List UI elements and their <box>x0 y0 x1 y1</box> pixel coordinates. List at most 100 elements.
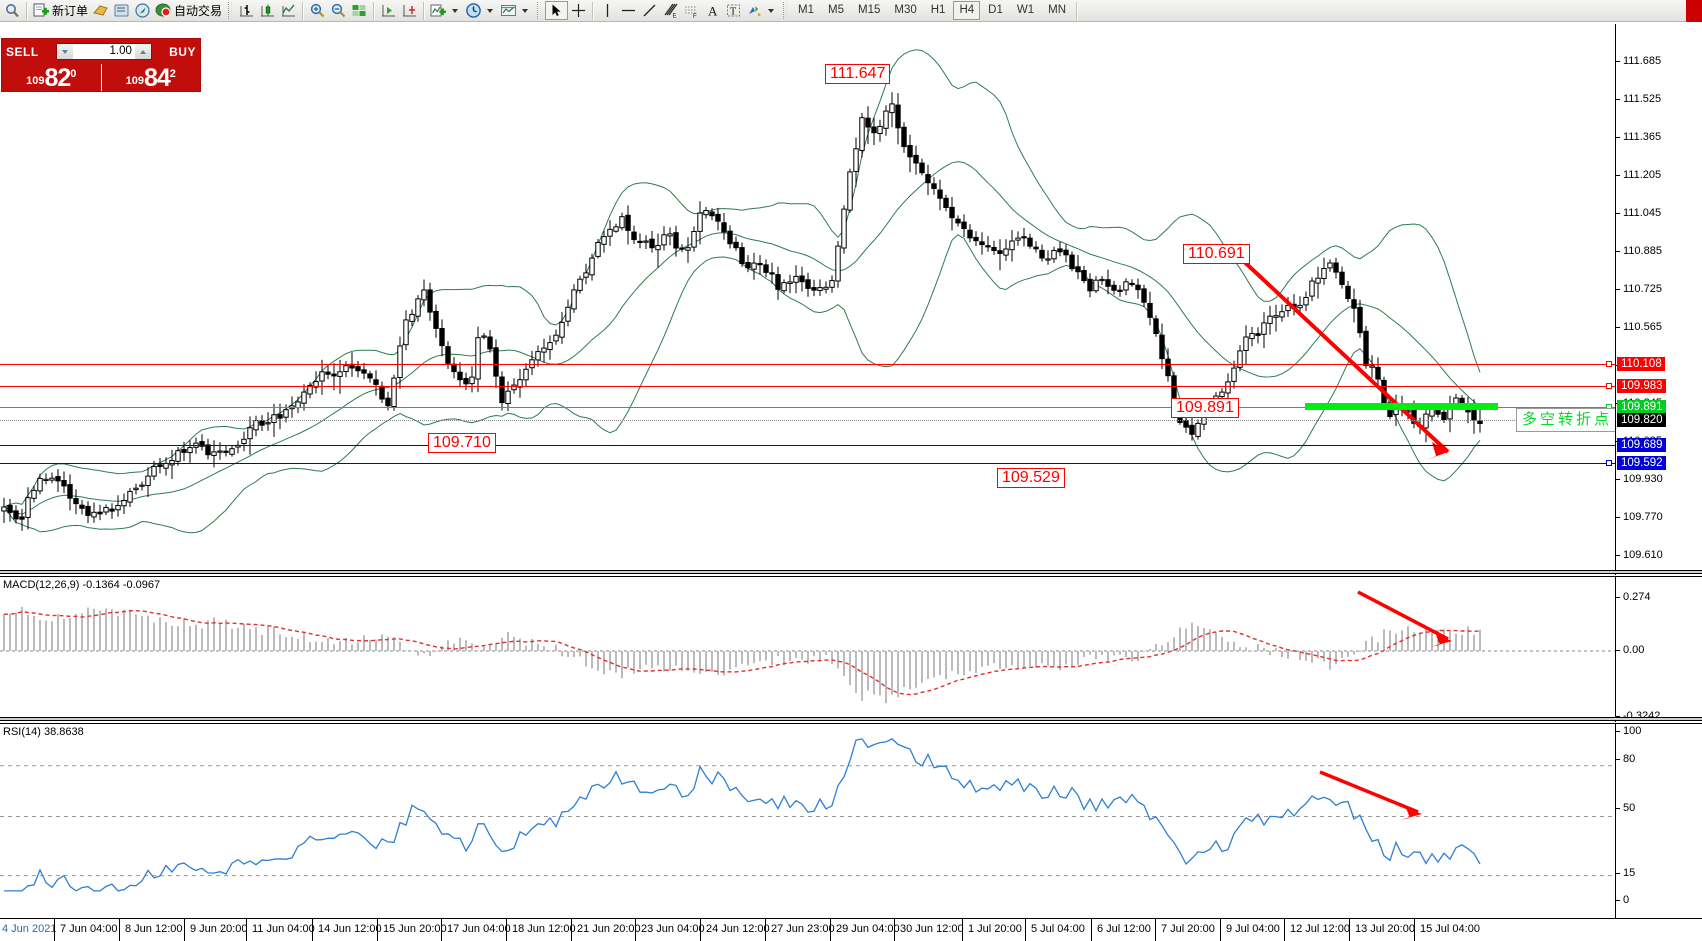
annotation-109891[interactable]: 109.891 <box>1171 398 1239 418</box>
autotrading-label: 自动交易 <box>174 4 223 18</box>
cursor-icon[interactable] <box>545 1 569 20</box>
price-tag-110108[interactable]: 110.108 <box>1617 357 1665 371</box>
sell-price-display[interactable]: 109 82 0 <box>2 64 102 91</box>
level-line-109983[interactable] <box>0 386 1615 387</box>
rsi-pane[interactable]: RSI(14) 38.8638 100 80 50 15 0 <box>0 723 1702 918</box>
level-line-110108[interactable] <box>0 364 1615 365</box>
timeframe-h1[interactable]: H1 <box>930 4 946 16</box>
buy-price-display[interactable]: 109 84 2 <box>102 64 201 91</box>
pane-divider-2[interactable] <box>0 717 1702 721</box>
time-axis-separator <box>377 919 378 941</box>
volume-decrease-button[interactable] <box>56 44 73 59</box>
macd-axis[interactable]: 0.274 0.00 -0.3242 <box>1615 577 1702 722</box>
shapes-button[interactable] <box>744 1 779 21</box>
timeframe-w1[interactable]: W1 <box>1016 4 1035 16</box>
level-handle-109983[interactable] <box>1606 383 1612 389</box>
annotation-109529[interactable]: 109.529 <box>997 468 1065 488</box>
data-window-icon[interactable] <box>111 1 132 21</box>
candlestick-chart-icon[interactable] <box>257 1 278 21</box>
time-axis-label: 12 Jul 12:00 <box>1290 923 1350 935</box>
annotation-109710[interactable]: 109.710 <box>428 433 496 453</box>
timeframe-m15[interactable]: M15 <box>858 4 881 16</box>
volume-increase-button[interactable] <box>134 44 151 59</box>
price-tag-109592[interactable]: 109.592 <box>1617 456 1666 470</box>
indicators-button[interactable] <box>428 1 463 21</box>
horizontal-line-icon[interactable] <box>618 1 639 21</box>
level-handle-110108[interactable] <box>1606 361 1612 367</box>
autotrading-button[interactable]: 自动交易 <box>153 1 224 21</box>
time-axis-label: 15 Jun 20:00 <box>383 923 447 935</box>
volume-stepper[interactable]: 1.00 <box>55 43 152 60</box>
shift-end-icon[interactable] <box>378 1 399 21</box>
crosshair-icon[interactable] <box>568 1 589 21</box>
annotation-111647[interactable]: 111.647 <box>825 64 891 84</box>
bar-chart-icon[interactable] <box>236 1 257 21</box>
templates-button[interactable] <box>498 1 533 21</box>
timeframe-d1[interactable]: D1 <box>988 4 1003 16</box>
annotation-110691[interactable]: 110.691 <box>1183 244 1250 264</box>
price-tag-109689[interactable]: 109.689 <box>1617 438 1666 452</box>
rsi-label: RSI(14) 38.8638 <box>3 726 84 738</box>
line-chart-icon[interactable] <box>278 1 299 21</box>
time-axis-separator <box>571 919 572 941</box>
toolbar-grip[interactable] <box>783 2 788 19</box>
period-button[interactable] <box>463 1 498 21</box>
timeframe-m1[interactable]: M1 <box>798 4 815 16</box>
price-tag-109891[interactable]: 109.891 <box>1617 400 1666 414</box>
navigator-icon[interactable] <box>132 1 153 21</box>
timeframe-m30[interactable]: M30 <box>894 4 917 16</box>
time-axis-label: 4 Jun 2021 <box>2 923 57 935</box>
chevron-up-icon <box>139 49 146 54</box>
new-order-button[interactable]: 新订单 <box>31 1 90 21</box>
time-axis-label: 7 Jul 20:00 <box>1161 923 1215 935</box>
chevron-down-icon[interactable] <box>452 8 459 13</box>
rsi-axis[interactable]: 100 80 50 15 0 <box>1615 724 1702 918</box>
main-toolbar: 新订单 自动交易 <box>0 0 1702 22</box>
zoom-out-icon[interactable] <box>328 1 349 21</box>
timeframe-m5[interactable]: M5 <box>828 4 844 16</box>
chevron-down-icon[interactable] <box>522 8 529 13</box>
tile-windows-icon[interactable] <box>349 1 370 21</box>
volume-input[interactable]: 1.00 <box>72 44 135 59</box>
chinese-annotation-note[interactable]: 多空转折点 <box>1516 408 1615 432</box>
price-chart-svg <box>1 49 1483 534</box>
rsi-plot-area[interactable]: RSI(14) 38.8638 <box>0 724 1615 918</box>
vertical-line-icon[interactable] <box>597 1 618 21</box>
level-line-109689[interactable] <box>0 445 1615 446</box>
level-line-109891[interactable] <box>0 407 1615 408</box>
price-tag-109820[interactable]: 109.820 <box>1617 413 1666 427</box>
chevron-down-icon[interactable] <box>487 8 494 13</box>
level-handle-109592[interactable] <box>1606 460 1612 466</box>
price-tag-109983[interactable]: 109.983 <box>1617 379 1666 393</box>
pane-divider-1[interactable] <box>0 570 1702 574</box>
time-axis[interactable]: 4 Jun 2021 7 Jun 04:00 8 Jun 12:00 9 Jun 20… <box>0 918 1702 941</box>
price-plot-area[interactable]: 111.647 110.691 109.891 109.710 109.529 多空转折… <box>0 24 1615 575</box>
toolbar-grip[interactable] <box>537 2 542 19</box>
text-label-icon[interactable]: T <box>723 1 744 21</box>
one-click-trading-panel[interactable]: SELL 1.00 BUY 109 82 0 109 84 2 <box>1 38 201 92</box>
time-axis-separator <box>1025 919 1026 941</box>
window-close-button[interactable] <box>1686 0 1702 22</box>
expert-advisor-icon[interactable] <box>90 1 111 21</box>
toolbar-grip[interactable] <box>228 2 233 19</box>
green-support-zone[interactable] <box>1305 403 1498 410</box>
price-axis[interactable]: 111.685 111.525 111.365 111.205 111.045 110.8… <box>1615 24 1702 675</box>
trendline-icon[interactable] <box>639 1 660 21</box>
text-icon[interactable]: A <box>702 1 723 21</box>
timeframe-mn[interactable]: MN <box>1048 4 1066 16</box>
timeframe-group: M1 M5 M15 M30 H1 H4 D1 W1 MN <box>791 1 1073 20</box>
price-chart-pane[interactable]: 111.647 110.691 109.891 109.710 109.529 多空转折… <box>0 24 1702 675</box>
magnifier-icon[interactable] <box>2 1 23 21</box>
zoom-in-icon[interactable] <box>307 1 328 21</box>
level-line-109592[interactable] <box>0 463 1615 464</box>
sell-button-label[interactable]: SELL <box>6 44 39 59</box>
chevron-down-icon[interactable] <box>768 8 775 13</box>
channel-icon[interactable]: F <box>681 1 702 21</box>
time-axis-separator <box>635 919 636 941</box>
buy-button-label[interactable]: BUY <box>169 44 196 59</box>
timeframe-h4[interactable]: H4 <box>953 1 981 20</box>
macd-pane[interactable]: MACD(12,26,9) -0.1364 -0.0967 0.274 0.00-… <box>0 576 1702 722</box>
macd-plot-area[interactable]: MACD(12,26,9) -0.1364 -0.0967 <box>0 577 1615 722</box>
fibonacci-icon[interactable]: E <box>660 1 681 21</box>
auto-scroll-icon[interactable] <box>399 1 420 21</box>
